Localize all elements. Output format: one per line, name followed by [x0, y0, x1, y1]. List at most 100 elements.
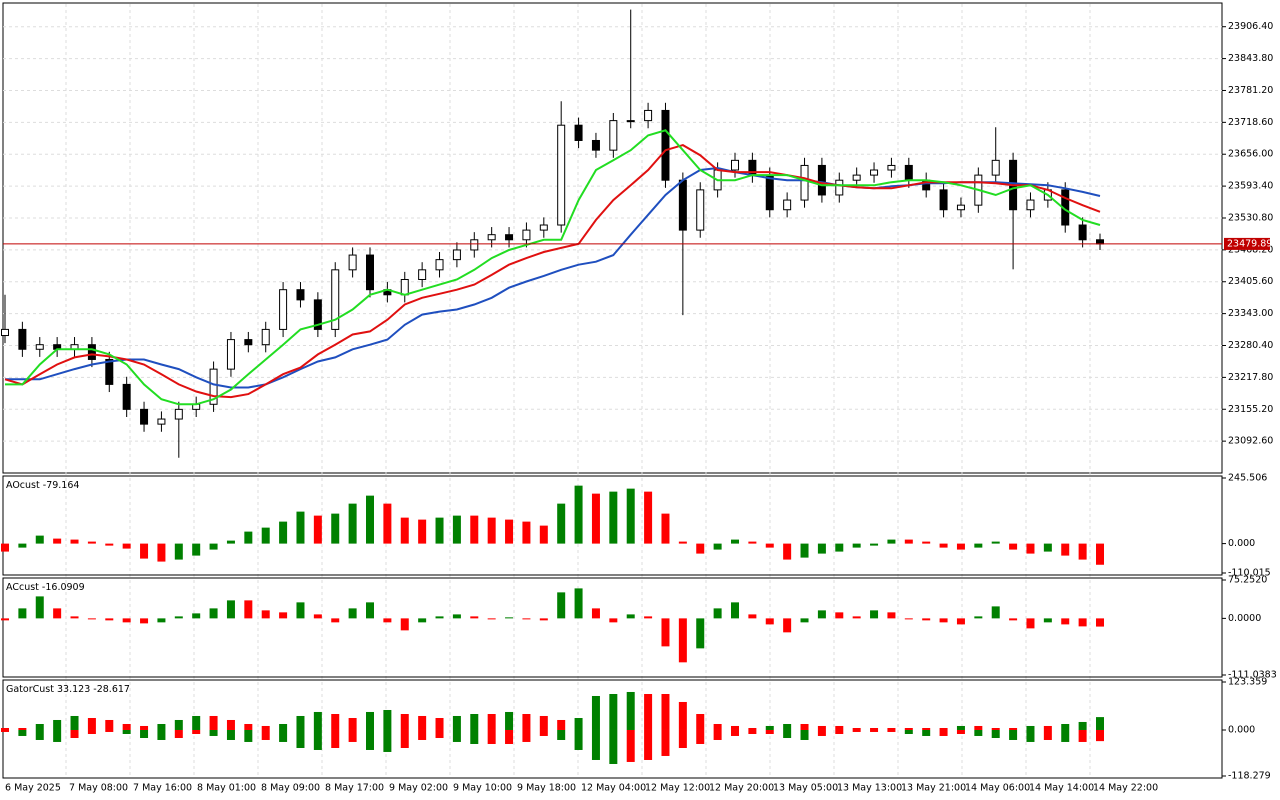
y-tick-label: 23781.20 [1228, 85, 1273, 96]
histogram-bar [765, 725, 774, 730]
histogram-bar [1061, 543, 1070, 556]
x-tick-label: 13 May 05:00 [773, 783, 838, 794]
histogram-bar [366, 495, 374, 544]
histogram-bar [70, 715, 79, 730]
histogram-bar [539, 525, 548, 544]
histogram-bar [18, 608, 27, 619]
histogram-bar [452, 614, 461, 619]
histogram-bar [122, 618, 131, 623]
indicator-value: 33.123 [57, 684, 90, 695]
indicator-label: GatorCust 33.123 -28.617 [6, 684, 130, 695]
histogram-bar [452, 729, 461, 742]
candle-body [991, 159, 1000, 176]
histogram-bar [157, 723, 166, 730]
y-tick-label: 23906.40 [1228, 21, 1273, 32]
histogram-bar [557, 503, 566, 544]
histogram-bar [991, 541, 1000, 544]
histogram-bar [53, 729, 62, 742]
histogram-bar [1096, 729, 1104, 742]
histogram-bar [644, 729, 653, 760]
histogram-bar [974, 725, 983, 730]
histogram-bar [53, 608, 62, 619]
histogram-bar [696, 729, 705, 744]
indicator-value: -28.617 [93, 684, 130, 695]
histogram-bar [713, 723, 722, 730]
histogram-bar [626, 488, 635, 544]
y-tick-label: 23155.20 [1228, 404, 1273, 415]
indicator-panel [2, 577, 1223, 678]
histogram-bar [18, 729, 27, 736]
candle-body [939, 189, 948, 211]
histogram-bar [870, 729, 879, 732]
histogram-bar [765, 618, 774, 625]
histogram-bar [731, 725, 739, 730]
histogram-bar [1, 618, 9, 621]
histogram-bar [835, 543, 844, 552]
histogram-bar [366, 711, 374, 730]
histogram-bar [852, 616, 861, 619]
histogram-bar [470, 729, 479, 744]
histogram-bar [870, 543, 879, 546]
histogram-bar [887, 539, 896, 544]
histogram-bar [505, 617, 514, 619]
indicator-value: -16.0909 [42, 582, 85, 593]
histogram-bar [331, 618, 340, 623]
y-tick-label: 23593.40 [1228, 181, 1273, 192]
candle-body [140, 408, 149, 425]
histogram-bar [557, 729, 566, 740]
histogram-bar [574, 485, 583, 544]
candle-body [800, 164, 809, 201]
histogram-bar [922, 618, 931, 621]
histogram-bar [192, 613, 201, 619]
moving-average [5, 129, 1101, 406]
histogram-bar [904, 539, 913, 544]
x-tick-label: 14 May 14:00 [1029, 783, 1094, 794]
histogram-bar [87, 718, 96, 730]
histogram-bar [748, 729, 757, 734]
histogram-bar [904, 618, 913, 620]
histogram-bar [244, 600, 253, 619]
moving-average [4, 144, 1101, 399]
histogram-bar [765, 543, 774, 548]
y-tick-label: 0.000 [1228, 724, 1255, 735]
histogram-bar [452, 515, 461, 544]
histogram-bar [817, 729, 826, 736]
histogram-bar [557, 719, 566, 730]
histogram-bar [904, 728, 913, 730]
y-tick-label: 23718.60 [1228, 117, 1273, 128]
candle-body [678, 179, 687, 231]
histogram-bar [505, 519, 514, 544]
histogram-bar [939, 543, 948, 548]
candle-body [904, 164, 913, 181]
candle-body [1078, 224, 1087, 241]
histogram-bar [418, 618, 427, 623]
histogram-bar [209, 715, 218, 730]
histogram-bar [696, 618, 705, 649]
histogram-bar [731, 539, 739, 544]
histogram-bar [609, 491, 618, 544]
histogram-bar [574, 718, 583, 730]
histogram-bar [731, 602, 739, 619]
histogram-bar [626, 691, 635, 730]
histogram-bar [505, 729, 514, 744]
candle-body [765, 174, 774, 211]
x-tick-label: 7 May 16:00 [133, 783, 192, 794]
histogram-bar [296, 715, 305, 730]
histogram-bar [226, 600, 235, 619]
histogram-bar [696, 713, 705, 730]
histogram-bar [244, 723, 253, 730]
histogram-bar [800, 729, 809, 740]
histogram-bar [591, 493, 600, 544]
histogram-bar [192, 729, 201, 734]
histogram-bar [922, 729, 931, 736]
histogram-bar [470, 713, 479, 730]
y-tick-label: 23843.80 [1228, 53, 1273, 64]
histogram-bar [261, 725, 270, 730]
histogram-bar [487, 618, 496, 620]
candle-body [435, 259, 444, 271]
x-tick-label: 7 May 08:00 [69, 783, 128, 794]
histogram-bar [1078, 729, 1087, 742]
histogram-bar [991, 728, 1000, 730]
histogram-bar [644, 616, 653, 619]
histogram-bar [400, 517, 409, 544]
